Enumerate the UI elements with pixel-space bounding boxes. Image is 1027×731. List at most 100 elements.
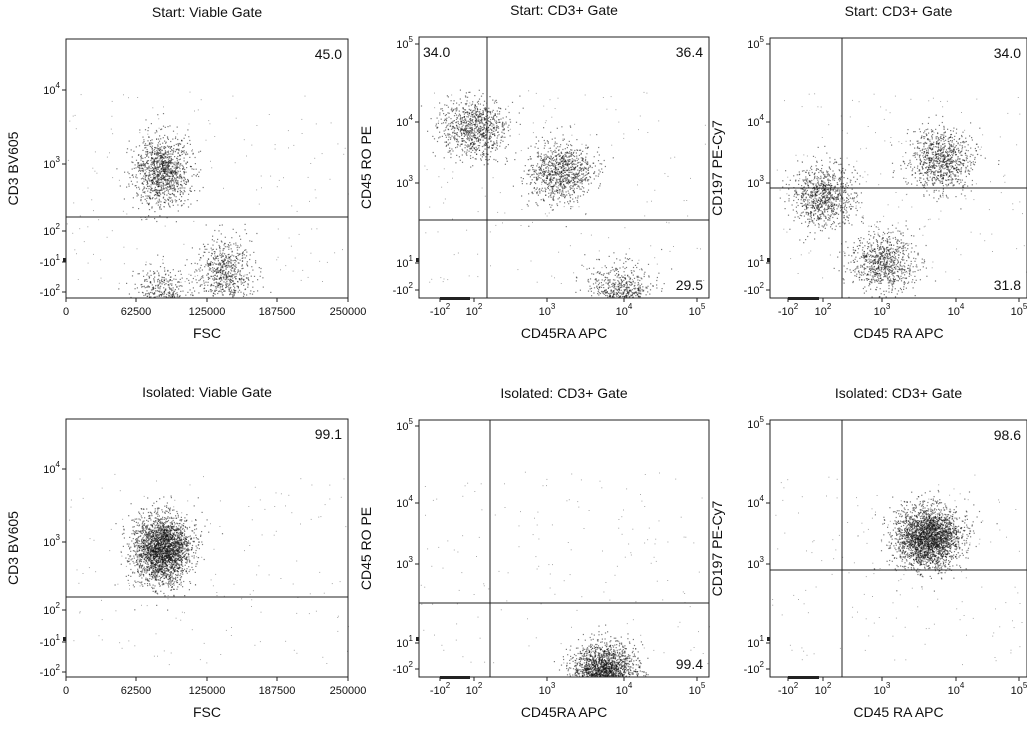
event-dot (480, 154, 482, 156)
event-dot (577, 174, 579, 176)
event-dot (443, 202, 445, 204)
event-dot (545, 167, 547, 169)
event-dot (621, 285, 623, 287)
event-dot (469, 91, 471, 93)
event-dot (261, 187, 262, 189)
event-dot (137, 273, 139, 275)
event-dot (214, 253, 216, 255)
event-dot (432, 135, 434, 137)
event-dot (176, 157, 178, 159)
event-dot (166, 169, 168, 171)
event-dot (180, 181, 182, 183)
event-dot (471, 123, 473, 125)
event-dot (467, 132, 469, 134)
event-dot (158, 274, 160, 276)
event-dot (562, 180, 565, 182)
event-dot (150, 159, 152, 162)
event-dot (543, 161, 545, 163)
event-dot (159, 192, 161, 194)
event-dot (536, 187, 538, 189)
event-dot (126, 148, 129, 150)
event-dot (596, 258, 598, 261)
event-dot (144, 173, 146, 175)
event-dot (210, 291, 212, 293)
event-dot (79, 228, 81, 230)
y-tick-label: 102 (43, 222, 60, 238)
event-dot (225, 287, 227, 289)
event-dot (581, 181, 583, 183)
event-dot (576, 183, 578, 185)
event-dot (803, 215, 805, 217)
event-dot (793, 195, 795, 197)
event-dot (562, 195, 564, 197)
event-dot (217, 263, 219, 265)
event-dot (683, 200, 685, 202)
event-dot (532, 167, 534, 169)
event-dot (546, 155, 548, 157)
event-dot (815, 183, 817, 185)
event-dot (148, 188, 150, 190)
event-dot (177, 182, 179, 184)
event-dot (550, 156, 552, 158)
event-dot (158, 283, 161, 285)
event-dot (184, 281, 186, 283)
event-dot (228, 248, 230, 250)
event-dot (224, 236, 226, 238)
event-dot (193, 168, 195, 170)
event-dot (230, 275, 232, 278)
event-dot (453, 108, 455, 111)
event-dot (155, 157, 157, 159)
event-dot (146, 187, 148, 190)
event-dot (176, 173, 178, 175)
event-dot (622, 266, 624, 268)
event-dot (237, 291, 239, 293)
event-dot (623, 133, 625, 135)
event-dot (167, 202, 170, 204)
event-dot (235, 266, 237, 268)
event-dot (479, 111, 481, 113)
event-dot (133, 150, 135, 152)
event-dot (546, 215, 548, 217)
event-dot (162, 161, 164, 163)
event-dot (200, 257, 202, 259)
event-dot (491, 131, 493, 134)
event-dot (239, 278, 241, 280)
event-dot (559, 181, 561, 183)
event-dot (496, 145, 498, 147)
event-dot (534, 181, 536, 184)
event-dot (189, 156, 191, 158)
event-dot (183, 145, 185, 147)
event-dot (481, 156, 483, 158)
event-dot (552, 209, 554, 211)
event-dot (245, 233, 248, 235)
event-dot (579, 149, 582, 151)
event-dot (640, 293, 642, 295)
event-dot (177, 155, 179, 158)
event-dot (480, 122, 482, 124)
event-dot (157, 166, 159, 169)
event-dot (136, 181, 138, 183)
event-dot (145, 171, 147, 173)
event-dot (169, 175, 171, 177)
event-dot (636, 293, 639, 295)
event-dot (609, 292, 611, 295)
event-dot (813, 214, 815, 216)
event-dot (163, 157, 165, 160)
event-dot (451, 148, 453, 150)
event-dot (147, 127, 150, 129)
event-dot (846, 200, 848, 202)
event-dot (784, 201, 786, 203)
event-dot (656, 279, 658, 282)
event-dot (587, 280, 589, 282)
event-dot (128, 185, 130, 187)
event-dot (463, 140, 465, 142)
event-dot (453, 100, 455, 102)
event-dot (188, 279, 190, 281)
event-dot (298, 233, 300, 235)
event-dot (225, 278, 227, 280)
event-dot (167, 175, 169, 177)
event-dot (147, 167, 149, 169)
event-dot (220, 283, 222, 285)
event-dot (574, 168, 576, 170)
event-dot (315, 197, 317, 199)
